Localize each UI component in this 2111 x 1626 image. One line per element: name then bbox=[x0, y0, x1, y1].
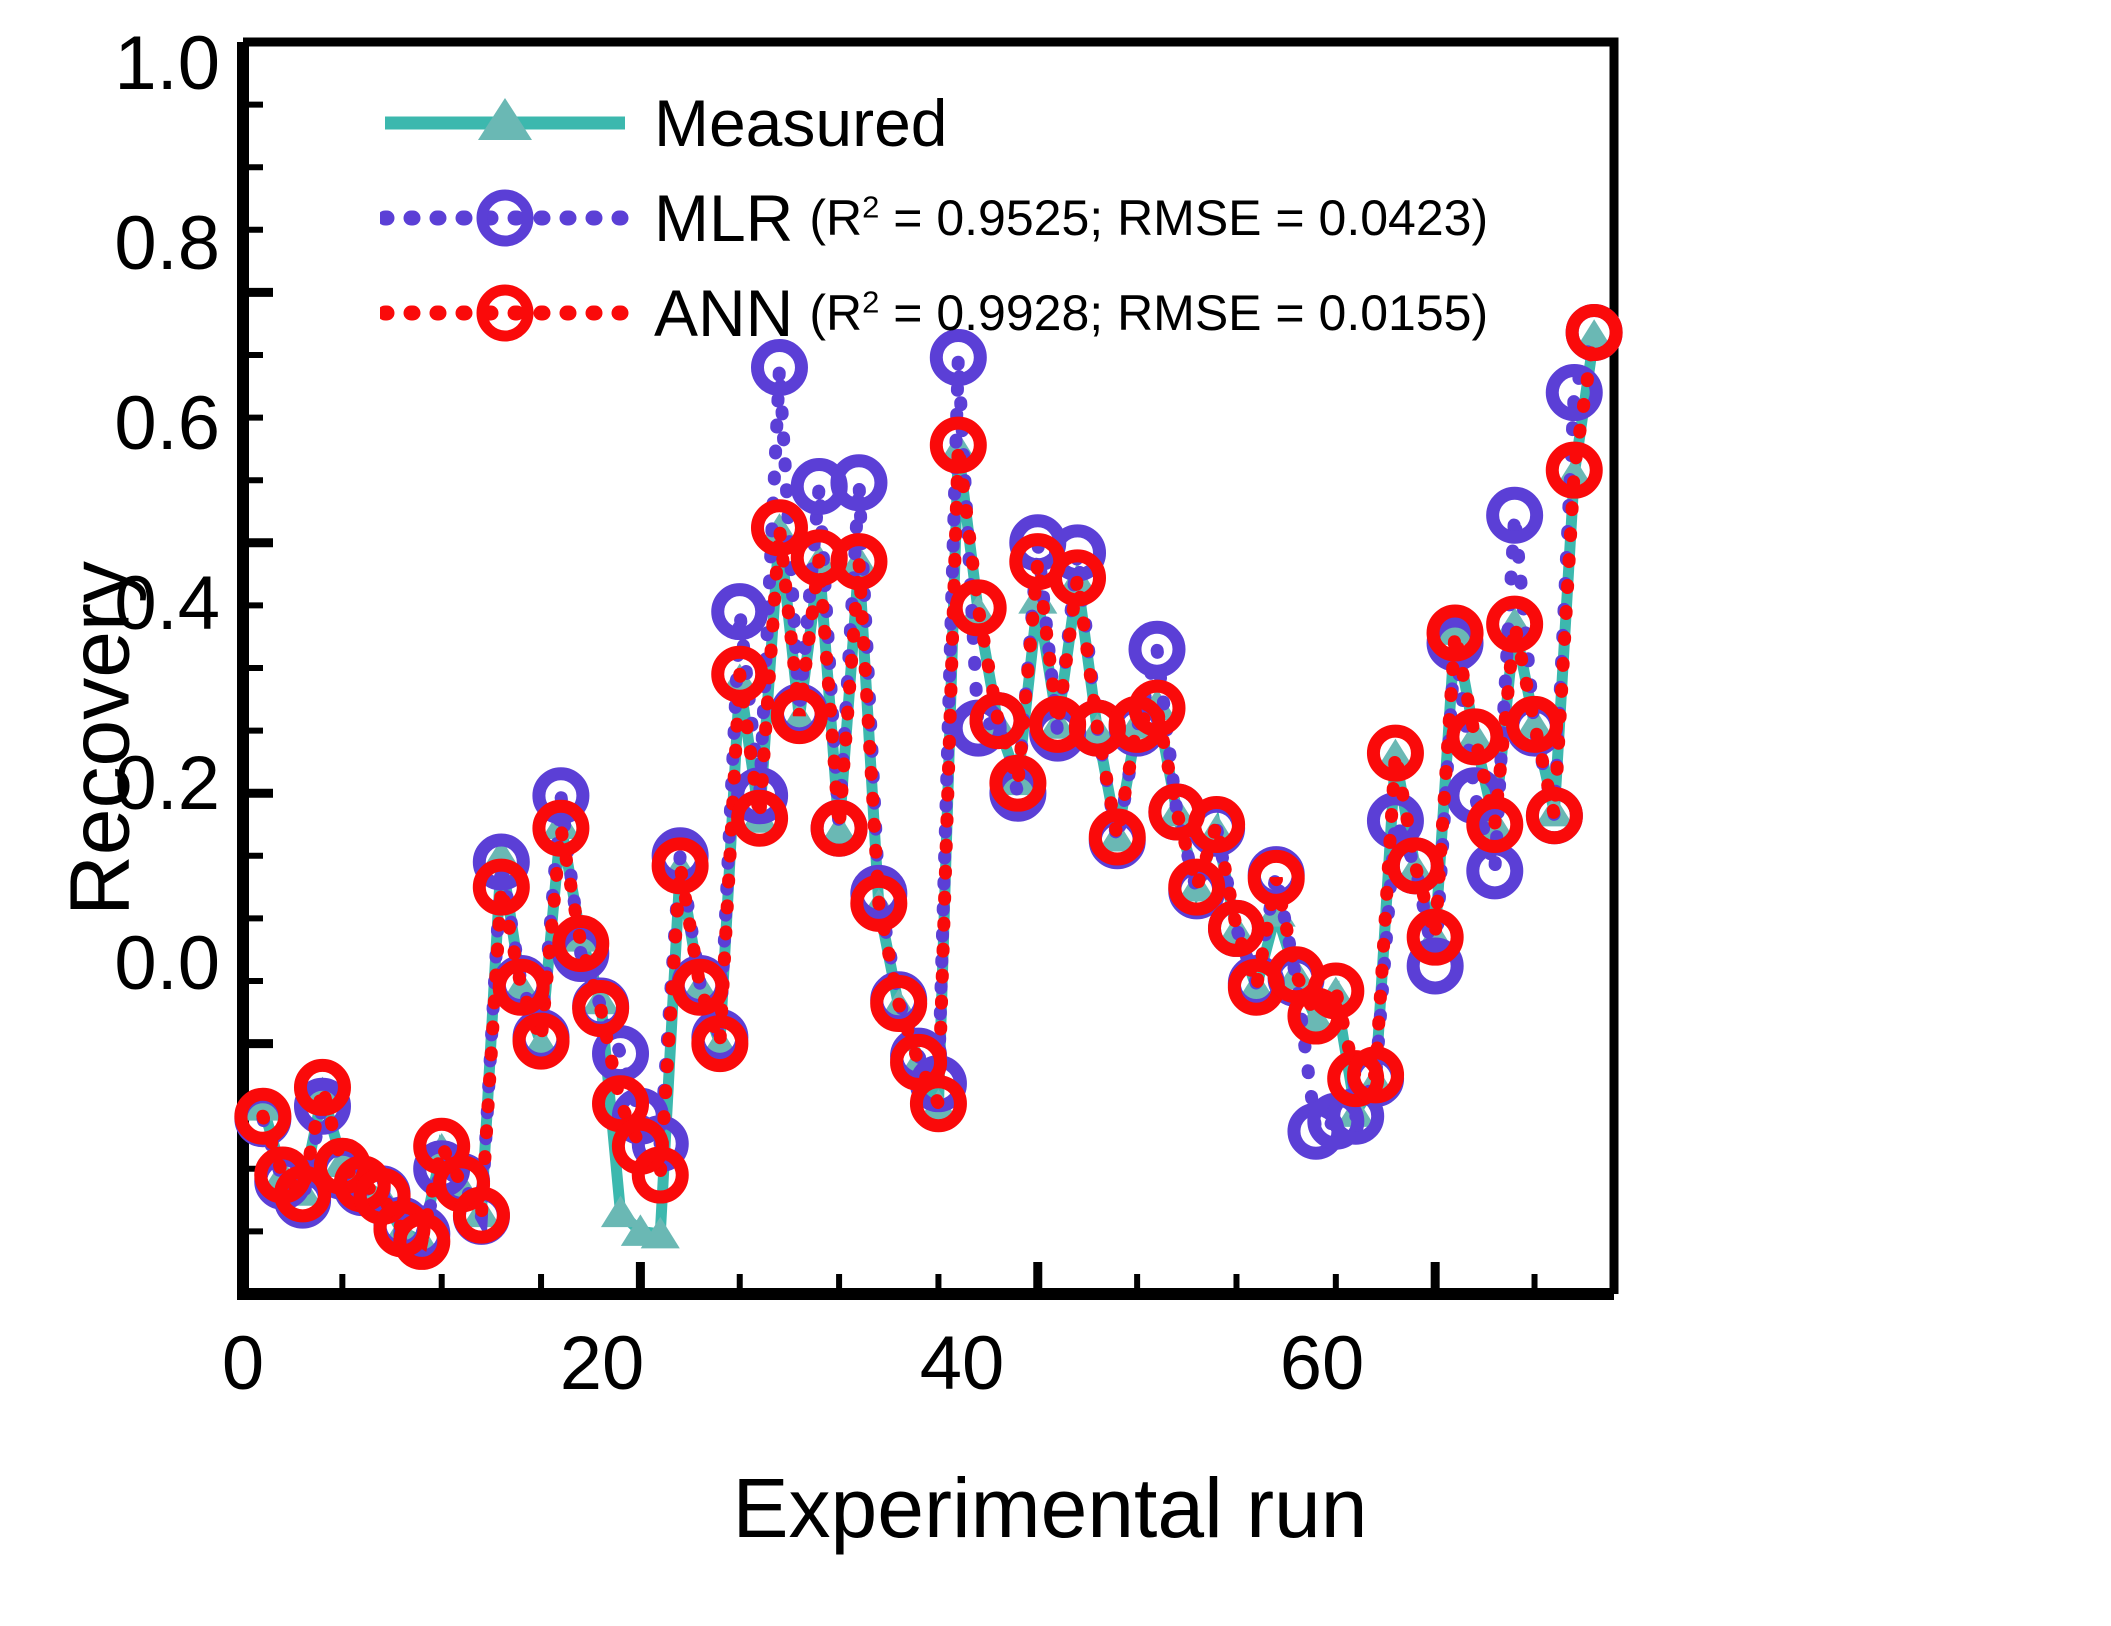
x-tick-label-60: 60 bbox=[1279, 1321, 1365, 1406]
data-point-ann bbox=[274, 1165, 332, 1223]
legend-stats-mlr: (R2 = 0.9525; RMSE = 0.0423) bbox=[809, 189, 1489, 246]
legend-label-mlr: MLR bbox=[654, 181, 794, 255]
data-point-mlr bbox=[472, 833, 530, 891]
data-point-ann bbox=[1088, 808, 1146, 866]
data-point-ann bbox=[929, 416, 987, 474]
data-point-ann bbox=[492, 958, 550, 1016]
data-point-ann bbox=[1128, 679, 1186, 737]
data-point-ann bbox=[850, 874, 908, 932]
data-point-ann bbox=[552, 914, 610, 972]
data-point-mlr bbox=[1545, 364, 1603, 422]
legend-label-measured: Measured bbox=[654, 86, 948, 160]
data-point-ann bbox=[1486, 595, 1544, 653]
data-point-ann bbox=[1049, 549, 1107, 607]
data-point-ann bbox=[1466, 796, 1524, 853]
data-point-ann bbox=[1506, 695, 1564, 753]
data-point-mlr bbox=[1128, 620, 1186, 678]
y-tick-label-0.8: 0.8 bbox=[114, 201, 220, 286]
legend-item-mlr[interactable]: MLR (R2 = 0.9525; RMSE = 0.0423) bbox=[377, 180, 1489, 256]
data-point-measured bbox=[600, 1195, 641, 1228]
data-point-measured bbox=[640, 1216, 680, 1249]
data-point-ann bbox=[1565, 303, 1623, 361]
data-point-mlr bbox=[750, 339, 808, 397]
data-point-measured bbox=[1514, 707, 1555, 739]
data-point-ann bbox=[870, 975, 928, 1033]
data-point-measured bbox=[819, 813, 859, 846]
data-point-mlr bbox=[532, 767, 590, 825]
data-point-ann bbox=[969, 692, 1027, 750]
data-point-ann bbox=[651, 837, 709, 895]
y-tick-label-0.0: 0.0 bbox=[114, 921, 220, 1006]
data-point-ann bbox=[949, 579, 1007, 637]
data-point-ann bbox=[909, 1075, 967, 1133]
data-point-ann bbox=[1446, 708, 1504, 766]
data-point-measured bbox=[1455, 719, 1495, 752]
data-point-ann bbox=[1307, 962, 1365, 1020]
data-point-ann bbox=[452, 1186, 510, 1244]
data-point-measured bbox=[1435, 613, 1475, 645]
legend-item-ann[interactable]: ANN (R2 = 0.9928; RMSE = 0.0155) bbox=[377, 275, 1489, 351]
series-measured bbox=[243, 319, 1614, 1256]
data-point-ann bbox=[691, 1015, 749, 1073]
data-point-ann bbox=[472, 858, 530, 916]
x-tick-label-0: 0 bbox=[221, 1321, 265, 1406]
data-point-ann bbox=[1386, 837, 1444, 895]
legend-key-measured bbox=[380, 88, 630, 158]
data-point-ann bbox=[1347, 1046, 1405, 1104]
legend-stats-ann: (R2 = 0.9928; RMSE = 0.0155) bbox=[809, 284, 1489, 341]
x-axis-ticks bbox=[238, 1262, 1538, 1294]
data-point-ann bbox=[731, 789, 789, 847]
data-point-ann bbox=[1207, 899, 1265, 957]
x-axis-title: Experimental run bbox=[732, 1461, 1368, 1555]
data-point-ann bbox=[234, 1087, 292, 1145]
series-ann bbox=[234, 303, 1623, 1270]
axis-frame-top-right bbox=[243, 37, 1619, 1294]
y-tick-label-0.4: 0.4 bbox=[114, 561, 220, 646]
data-point-ann bbox=[1188, 796, 1246, 853]
data-point-ann bbox=[810, 799, 868, 857]
data-point-ann bbox=[1426, 604, 1484, 662]
data-point-ann bbox=[592, 1075, 650, 1133]
data-point-ann bbox=[1247, 849, 1305, 907]
y-tick-label-1.0: 1.0 bbox=[114, 21, 220, 106]
data-point-mlr bbox=[1486, 486, 1544, 544]
data-point-ann bbox=[1545, 441, 1603, 499]
data-point-mlr bbox=[1406, 937, 1464, 995]
legend-key-mlr bbox=[377, 183, 633, 253]
data-point-ann bbox=[830, 533, 888, 591]
x-tick-label-20: 20 bbox=[559, 1321, 645, 1406]
legend-key-ann bbox=[377, 278, 633, 348]
data-point-measured bbox=[1574, 319, 1614, 351]
legend-item-measured[interactable]: Measured bbox=[380, 85, 948, 161]
data-point-ann bbox=[770, 687, 828, 745]
data-point-ann bbox=[393, 1212, 451, 1270]
data-point-ann bbox=[293, 1058, 351, 1116]
data-point-ann bbox=[989, 754, 1047, 812]
data-point-mlr bbox=[830, 454, 888, 512]
data-point-ann bbox=[671, 958, 729, 1016]
x-tick-label-40: 40 bbox=[919, 1321, 1005, 1406]
data-point-mlr bbox=[293, 1077, 351, 1135]
legend-label-ann: ANN bbox=[654, 276, 794, 350]
data-point-measured bbox=[1375, 738, 1415, 771]
data-point-ann bbox=[750, 499, 808, 557]
y-tick-label-0.6: 0.6 bbox=[114, 381, 220, 466]
data-point-ann bbox=[512, 1012, 570, 1070]
data-point-mlr bbox=[929, 329, 987, 387]
data-point-ann bbox=[1168, 858, 1226, 916]
data-point-ann bbox=[532, 799, 590, 857]
data-point-measured bbox=[243, 1089, 283, 1121]
data-point-ann bbox=[711, 645, 769, 703]
data-point-ann bbox=[1406, 908, 1464, 966]
data-point-mlr bbox=[711, 583, 769, 641]
data-point-mlr bbox=[731, 767, 789, 825]
data-point-ann bbox=[572, 980, 630, 1038]
data-point-ann bbox=[631, 1146, 689, 1204]
data-point-ann bbox=[1525, 787, 1583, 845]
data-point-ann bbox=[1366, 724, 1424, 782]
y-tick-label-0.2: 0.2 bbox=[114, 741, 220, 826]
